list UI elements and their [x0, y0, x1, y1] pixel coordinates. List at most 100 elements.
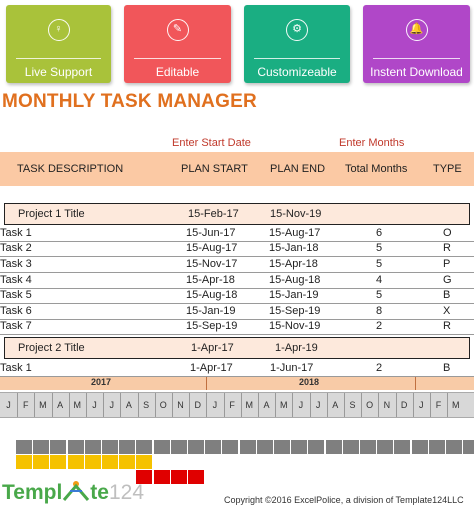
task-name: Task 5 — [0, 289, 32, 301]
year-divider — [206, 377, 207, 390]
task-months: 5 — [376, 258, 383, 270]
gantt-bar-gray — [342, 440, 359, 454]
task-end: 15-Sep-19 — [269, 305, 321, 317]
gantt-bar-gray — [50, 440, 67, 454]
task-start: 15-Jun-17 — [186, 227, 236, 239]
month-label: M — [39, 400, 47, 410]
month-label: O — [159, 400, 167, 410]
gantt-bar-yellow — [50, 455, 67, 469]
month-label: F — [435, 400, 442, 410]
task-months: 6 — [376, 227, 383, 239]
project-row[interactable]: Project 2 Title 1-Apr-17 1-Apr-19 — [4, 337, 470, 359]
gantt-bar-gray — [274, 440, 290, 454]
task-row[interactable]: Task 1 15-Jun-17 15-Aug-17 6 O — [0, 226, 474, 242]
column-task-description: TASK DESCRIPTION — [17, 163, 124, 175]
task-name: Task 4 — [0, 274, 32, 286]
month-label: A — [263, 400, 270, 410]
task-name: Task 3 — [0, 258, 32, 270]
gantt-bar-gray — [239, 440, 256, 454]
gantt-bar-gray — [16, 440, 32, 454]
task-end: 15-Jan-19 — [269, 289, 319, 301]
logo-number: 124 — [108, 481, 145, 504]
gantt-bar-gray — [136, 440, 153, 454]
year-divider — [415, 377, 416, 390]
task-row[interactable]: Task 6 15-Jan-19 15-Sep-19 8 X — [0, 304, 474, 320]
project-row[interactable]: Project 1 Title 15-Feb-17 15-Nov-19 — [4, 203, 470, 225]
month-separator — [430, 393, 431, 417]
task-row[interactable]: Task 2 15-Aug-17 15-Jan-18 5 R — [0, 241, 474, 257]
month-separator — [344, 393, 345, 417]
timeline-year-bar: 2017 2018 — [0, 377, 474, 390]
task-months: 4 — [376, 274, 383, 286]
gantt-bar-gray — [188, 440, 204, 454]
gantt-bar-red — [188, 470, 204, 484]
task-months: 8 — [376, 305, 383, 317]
month-label: S — [143, 400, 150, 410]
gantt-bar-red — [136, 470, 153, 484]
gantt-bar-gray — [84, 440, 101, 454]
gantt-bar-gray — [170, 440, 187, 454]
task-name: Task 2 — [0, 242, 32, 254]
gantt-bar-gray — [325, 440, 342, 454]
month-separator — [34, 393, 36, 417]
task-row[interactable]: Task 1 1-Apr-17 1-Jun-17 2 B — [0, 361, 474, 377]
enter-months-hint: Enter Months — [339, 137, 405, 149]
editable-label: Editable — [155, 65, 200, 79]
task-start: 15-Jan-19 — [186, 305, 236, 317]
gantt-bar-yellow — [102, 455, 118, 469]
gantt-bar-yellow — [16, 455, 32, 469]
gantt-bar-gray — [205, 440, 222, 454]
month-label: D — [400, 400, 408, 410]
task-start: 15-Nov-17 — [186, 258, 238, 270]
month-label: A — [57, 400, 64, 410]
task-row[interactable]: Task 5 15-Aug-18 15-Jan-19 5 B — [0, 288, 474, 304]
month-label: F — [22, 400, 29, 410]
month-separator — [51, 393, 53, 417]
month-label: J — [212, 400, 218, 410]
task-row[interactable]: Task 3 15-Nov-17 15-Apr-18 5 P — [0, 257, 474, 273]
template124-logo: Templ te124 — [2, 480, 144, 505]
table-header: TASK DESCRIPTION PLAN START PLAN END Tot… — [0, 152, 474, 186]
month-label: M — [73, 400, 82, 410]
month-separator — [137, 393, 139, 417]
task-name: Task 7 — [0, 320, 32, 332]
gantt-bar-gray — [360, 440, 376, 454]
instent-download-label: Instent Download — [370, 65, 463, 79]
month-separator — [395, 393, 397, 417]
task-months: 2 — [376, 362, 383, 374]
month-label: A — [332, 400, 339, 410]
month-separator — [292, 393, 294, 417]
task-row[interactable]: Task 4 15-Apr-18 15-Aug-18 4 G — [0, 273, 474, 289]
project-start: 15-Feb-17 — [188, 208, 239, 220]
task-end: 15-Apr-18 — [269, 258, 318, 270]
task-type: X — [443, 305, 451, 317]
editable-tile[interactable]: ✎ Editable — [124, 5, 231, 83]
month-label: D — [194, 400, 201, 410]
month-separator — [447, 393, 449, 417]
month-separator — [326, 393, 328, 417]
column-type: TYPE — [433, 163, 462, 175]
instent-download-tile[interactable]: 🔔 Instent Download — [363, 5, 470, 83]
gantt-bar-gray — [394, 440, 411, 454]
month-label: J — [109, 400, 114, 410]
task-row[interactable]: Task 7 15-Sep-19 15-Nov-19 2 R — [0, 319, 474, 335]
task-type: P — [443, 258, 451, 270]
month-label: N — [383, 400, 391, 410]
task-months: 2 — [376, 320, 383, 332]
month-label: N — [177, 400, 184, 410]
task-end: 15-Aug-18 — [269, 274, 321, 286]
task-type: B — [443, 289, 451, 301]
gantt-bar-gray — [222, 440, 239, 454]
month-separator — [120, 393, 122, 417]
customizeable-tile[interactable]: ⚙ Customizeable — [244, 5, 350, 83]
month-separator — [206, 393, 208, 417]
task-type: O — [443, 227, 452, 239]
column-total-months: Total Months — [345, 163, 408, 175]
live-support-tile[interactable]: ♀ Live Support — [6, 5, 111, 83]
gantt-bar-yellow — [67, 455, 84, 469]
gantt-bar-red — [170, 470, 187, 484]
task-start: 1-Apr-17 — [190, 362, 233, 374]
gears-icon: ⚙ — [286, 19, 308, 41]
task-months: 5 — [376, 242, 383, 254]
gantt-bar-yellow — [119, 455, 136, 469]
